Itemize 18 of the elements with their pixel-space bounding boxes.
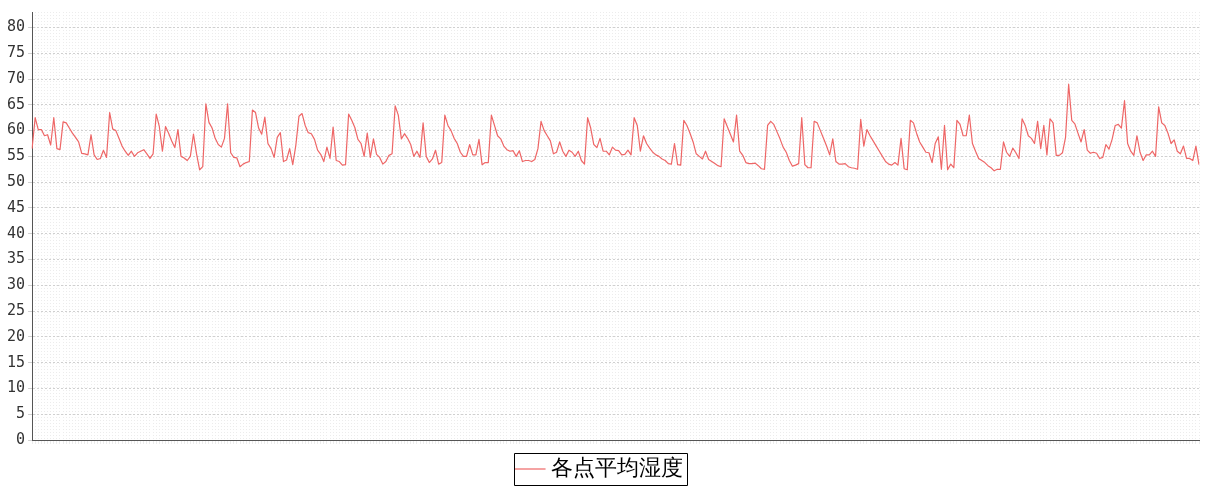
y-tick-label: 50 [7, 172, 26, 191]
legend-label: 各点平均湿度 [551, 454, 683, 480]
y-tick-label: 60 [7, 120, 26, 139]
y-tick-label: 45 [7, 197, 26, 216]
y-tick-label: 10 [7, 378, 26, 397]
y-tick-label: 70 [7, 68, 26, 87]
y-tick-label: 35 [7, 249, 26, 268]
y-tick-label: 25 [7, 300, 26, 319]
y-tick-label: 75 [7, 43, 26, 62]
y-tick-label: 30 [7, 275, 26, 294]
y-tick-label: 65 [7, 94, 26, 113]
y-tick-label: 20 [7, 326, 26, 345]
y-tick-label: 55 [7, 146, 26, 165]
y-tick-label: 0 [16, 429, 26, 448]
y-tick-label: 5 [16, 404, 26, 423]
y-tick-label: 80 [7, 17, 26, 36]
y-tick-label: 40 [7, 223, 26, 242]
y-tick-label: 15 [7, 352, 26, 371]
